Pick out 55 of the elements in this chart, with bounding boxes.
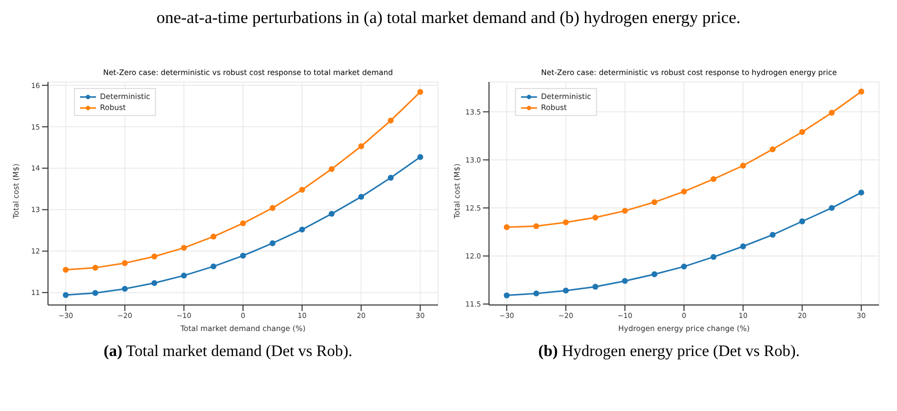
point <box>92 290 98 296</box>
point <box>210 234 216 240</box>
point <box>328 210 335 217</box>
point <box>270 205 276 211</box>
point <box>828 110 835 116</box>
point <box>622 208 628 214</box>
point <box>652 199 658 206</box>
point <box>299 226 306 233</box>
point <box>62 266 69 273</box>
point <box>92 264 98 271</box>
point <box>388 174 394 181</box>
point <box>740 162 746 169</box>
point <box>740 243 746 250</box>
point <box>328 166 335 172</box>
point <box>240 220 246 226</box>
point <box>710 176 716 182</box>
point <box>504 292 510 298</box>
point <box>299 186 306 193</box>
point <box>151 280 158 286</box>
text: (b) Hydrogen energy price (Det vs Rob). <box>537 343 801 361</box>
point <box>180 272 187 279</box>
point <box>710 254 716 260</box>
point <box>533 223 540 230</box>
point <box>858 88 864 95</box>
point <box>210 264 216 270</box>
point <box>270 240 276 246</box>
point <box>151 254 158 260</box>
point <box>592 284 598 290</box>
point <box>592 214 598 220</box>
point <box>388 118 394 124</box>
point <box>358 143 364 150</box>
point <box>358 194 364 200</box>
point <box>417 154 424 160</box>
point <box>62 292 69 298</box>
point <box>799 218 806 224</box>
point <box>562 219 569 226</box>
point <box>622 278 628 284</box>
point <box>770 146 776 152</box>
point <box>240 252 246 259</box>
point <box>799 129 806 135</box>
point <box>122 286 128 292</box>
point <box>770 232 776 238</box>
point <box>122 260 128 266</box>
point <box>858 190 864 196</box>
point <box>681 264 687 270</box>
point <box>533 290 540 296</box>
point <box>652 271 658 278</box>
point <box>504 224 510 230</box>
text: one-at-a-time perturbations in (a) total market demand and (b) hydrogen energy price. <box>155 8 742 29</box>
point <box>562 288 569 294</box>
point <box>681 188 687 195</box>
point <box>180 244 187 251</box>
point <box>828 204 835 211</box>
point <box>417 89 424 95</box>
text: (a) Total market demand (Det vs Rob). <box>102 343 354 361</box>
